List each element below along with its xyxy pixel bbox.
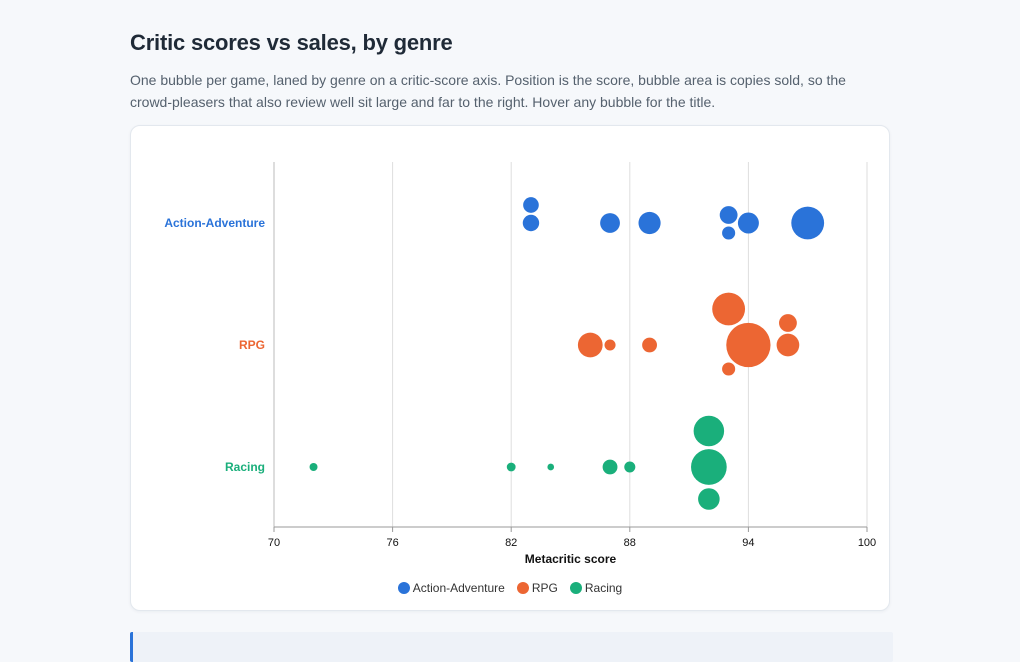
footer-panel — [130, 632, 893, 662]
x-tick-label-88: 88 — [624, 537, 636, 549]
bubble-rpg-2 — [642, 337, 657, 353]
legend: Action-Adventure RPG Racing — [131, 581, 889, 595]
legend-swatch — [397, 582, 410, 594]
legend-swatch — [569, 582, 582, 594]
x-tick-label-76: 76 — [386, 537, 398, 549]
bubble-rpg-1 — [604, 339, 616, 351]
bubble-racing-3 — [602, 459, 618, 475]
bubble-action-adventure-7 — [791, 206, 825, 240]
bubble-action-adventure-3 — [638, 211, 661, 235]
bubble-racing-2 — [547, 463, 555, 471]
legend-label: RPG — [531, 581, 558, 595]
bubble-rpg-6 — [776, 333, 800, 357]
bubble-action-adventure-4 — [719, 206, 738, 224]
x-tick-label-82: 82 — [505, 537, 517, 549]
bubbles — [309, 197, 825, 510]
legend-item-rpg: RPG — [516, 581, 558, 595]
legend-item-action-adventure: Action-Adventure — [397, 581, 505, 595]
legend-label: Action-Adventure — [412, 581, 505, 595]
x-tick-label-100: 100 — [858, 537, 876, 549]
bubble-racing-0 — [309, 463, 318, 471]
chart-card: 70 76 82 88 94 100 Metacritic score Action-Adv… — [130, 125, 890, 611]
bubble-racing-7 — [693, 415, 725, 447]
lane-labels: Action-Adventure RPG Racing — [164, 216, 265, 474]
bubble-rpg-3 — [712, 292, 746, 326]
x-axis-title: Metacritic score — [525, 552, 617, 566]
bubble-racing-6 — [691, 449, 727, 485]
lane-label-racing: Racing — [225, 460, 265, 474]
bubble-action-adventure-2 — [600, 213, 620, 233]
bubble-rpg-0 — [577, 332, 603, 358]
bubble-action-adventure-6 — [737, 212, 759, 234]
axes: 70 76 82 88 94 100 Metacritic score — [268, 162, 876, 566]
bubble-action-adventure-5 — [722, 226, 736, 240]
bubble-action-adventure-1 — [523, 197, 539, 213]
legend-swatch — [516, 582, 529, 594]
lane-label-action-adventure: Action-Adventure — [164, 216, 265, 230]
legend-label: Racing — [584, 581, 623, 595]
bubble-racing-1 — [506, 462, 516, 472]
bubble-rpg-7 — [779, 314, 797, 332]
page-subtitle: One bubble per game, laned by genre on a… — [130, 72, 846, 110]
header: Critic scores vs sales, by genre One bub… — [130, 30, 890, 113]
bubble-chart: 70 76 82 88 94 100 Metacritic score Action-Adv… — [164, 162, 876, 566]
bubble-action-adventure-0 — [522, 214, 540, 232]
bubble-racing-4 — [624, 461, 636, 473]
page-title: Critic scores vs sales, by genre — [130, 30, 453, 55]
legend-item-racing: Racing — [569, 581, 623, 595]
x-tick-label-94: 94 — [742, 537, 754, 549]
bubble-rpg-4 — [722, 362, 736, 376]
x-tick-label-70: 70 — [268, 537, 280, 549]
lane-label-rpg: RPG — [239, 338, 265, 352]
bubble-racing-5 — [698, 488, 720, 510]
bubble-rpg-5 — [726, 322, 771, 368]
